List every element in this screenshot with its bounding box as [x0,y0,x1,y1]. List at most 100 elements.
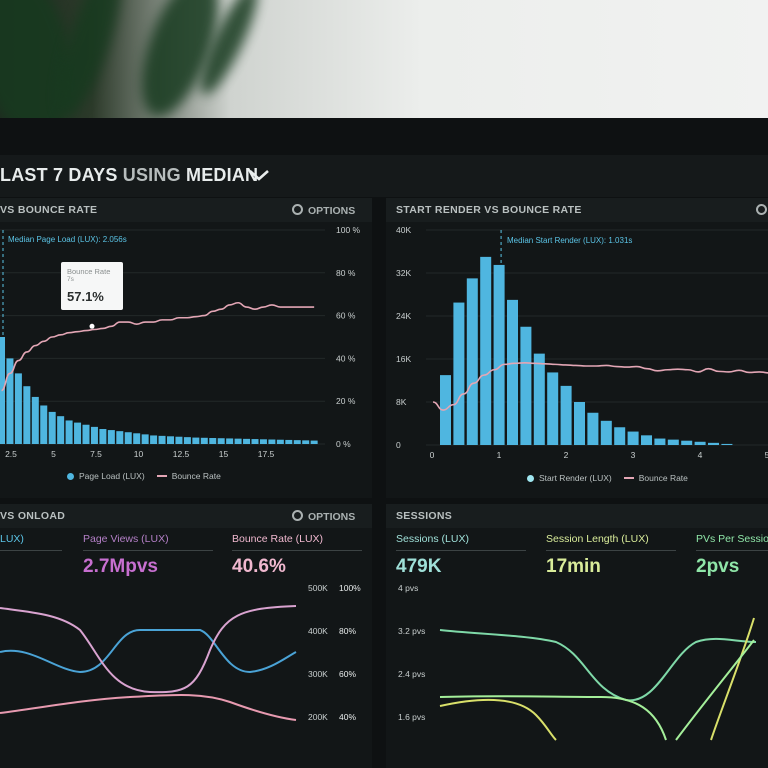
x-tick-label: 3 [631,450,636,460]
start-render-bar [708,442,719,445]
page-load-bar [116,431,124,444]
page-views-value: 2.7Mpvs [83,556,158,577]
start-render-bar [466,278,478,445]
x-tick-label: 7.5 [90,449,102,459]
page-load-options-button[interactable]: OPTIONS [292,204,355,217]
legend-line-label: Bounce Rate [171,471,221,481]
background-scene [0,0,768,118]
sessions-title: SESSIONS [396,510,453,522]
start-render-bar [641,435,652,445]
tooltip-sub: 7s [67,276,74,283]
page-load-bar [124,432,132,444]
y-tick-label: 100 % [336,225,361,235]
page-load-bar [285,439,293,444]
panel-header [386,198,768,222]
page-load-bar [48,411,56,444]
sessions-line-lime-rise [675,639,755,741]
onload-panel [0,504,372,768]
y-tick-label: 2.4 pvs [398,669,425,679]
y-tick-label-right: 80% [339,626,356,636]
metric-divider [396,550,526,551]
metric-divider [546,550,676,551]
sessions-line-green [439,629,757,702]
page-load-bar [40,405,48,444]
page-load-bar [259,439,267,444]
y-tick-label: 24K [396,311,411,321]
metric-divider [0,550,62,551]
page-load-bar [133,433,141,444]
y-tick-label-right: 60% [339,669,356,679]
legend-bars-label: Page Load (LUX) [79,471,145,481]
y-tick-label: 40 % [336,353,356,363]
panel-header [386,504,768,528]
legend-bars-marker [67,473,74,480]
start-render-bar [667,439,679,445]
legend-bars-label: Start Render (LUX) [539,473,612,483]
start-render-bar [721,443,733,445]
start-render-panel [386,198,768,498]
x-tick-label: 2.5 [5,449,17,459]
page-load-bar [234,438,242,444]
start-render-bar [493,264,505,445]
metric-divider [696,550,768,551]
page-load-bar [82,424,90,444]
page-load-bar [268,439,276,444]
title-range: LAST 7 DAYS [0,165,118,185]
y-tick-label-left: 400K [308,626,328,636]
start-render-bar [587,412,599,445]
sessions-value: 479K [396,556,442,577]
page-load-bar [276,439,284,444]
header-bar [0,155,768,197]
start-render-bar [547,372,559,445]
onload-options-button[interactable]: OPTIONS [292,510,355,523]
page-load-bar [192,437,200,444]
session-length-value: 17min [546,556,601,577]
page-load-bar [57,416,65,444]
start-render-bar [600,420,612,445]
y-tick-label: 60 % [336,311,356,321]
page-load-bar [293,440,301,444]
x-tick-label: 12.5 [173,449,190,459]
bounce-rate-value: 40.6% [232,556,286,577]
y-tick-label: 8K [396,397,407,407]
panel-header [0,504,372,528]
start-render-options-button[interactable] [756,204,768,217]
metric-divider [83,550,213,551]
page-load-bar [209,438,217,444]
page-load-bar [150,435,158,444]
y-tick-label: 0 % [336,439,351,449]
gear-icon [292,204,303,215]
y-tick-label-left: 500K [308,583,328,593]
y-tick-label: 0 [396,440,401,450]
tooltip-label: Bounce Rate [67,267,111,276]
start-render-legend: Start Render (LUX) Bounce Rate [527,473,688,483]
sessions-chart: 1.6 pvs 2.4 pvs 3.2 pvs 4 pvs [398,583,757,741]
start-render-bar [681,440,693,445]
page-load-bar [23,386,31,444]
x-tick-label: 4 [698,450,703,460]
y-tick-label: 4 pvs [398,583,418,593]
page-load-legend: Page Load (LUX) Bounce Rate [67,471,221,481]
x-tick-label: 17.5 [258,449,275,459]
page-load-bar [6,358,14,444]
page-title[interactable]: LAST 7 DAYS USING MEDIAN [0,165,258,186]
x-tick-label: 10 [134,449,144,459]
title-using: USING [122,165,181,185]
options-label: OPTIONS [308,511,356,523]
y-tick-label-right: 40% [339,712,356,722]
legend-bars-marker [527,475,534,482]
page-load-bar [107,430,115,444]
panel-header [0,198,372,222]
median-page-load-annotation: Median Page Load (LUX): 2.056s [8,235,127,244]
sessions-line-yellow-rise [710,617,755,741]
chevron-down-icon[interactable] [248,168,270,182]
onload-title: VS ONLOAD [0,510,66,522]
start-render-bar [694,441,706,445]
x-tick-label: 0 [430,450,435,460]
y-tick-label: 32K [396,268,411,278]
onload-line-rose [0,693,297,721]
session-length-label: Session Length (LUX) [546,533,649,545]
page-load-chart: 2.5 5 7.5 10 12.5 15 17.5 0 % 20 % 40 % 60 % 80 % 10… [0,225,361,459]
start-render-bar [520,326,532,445]
y-tick-label: 1.6 pvs [398,712,425,722]
